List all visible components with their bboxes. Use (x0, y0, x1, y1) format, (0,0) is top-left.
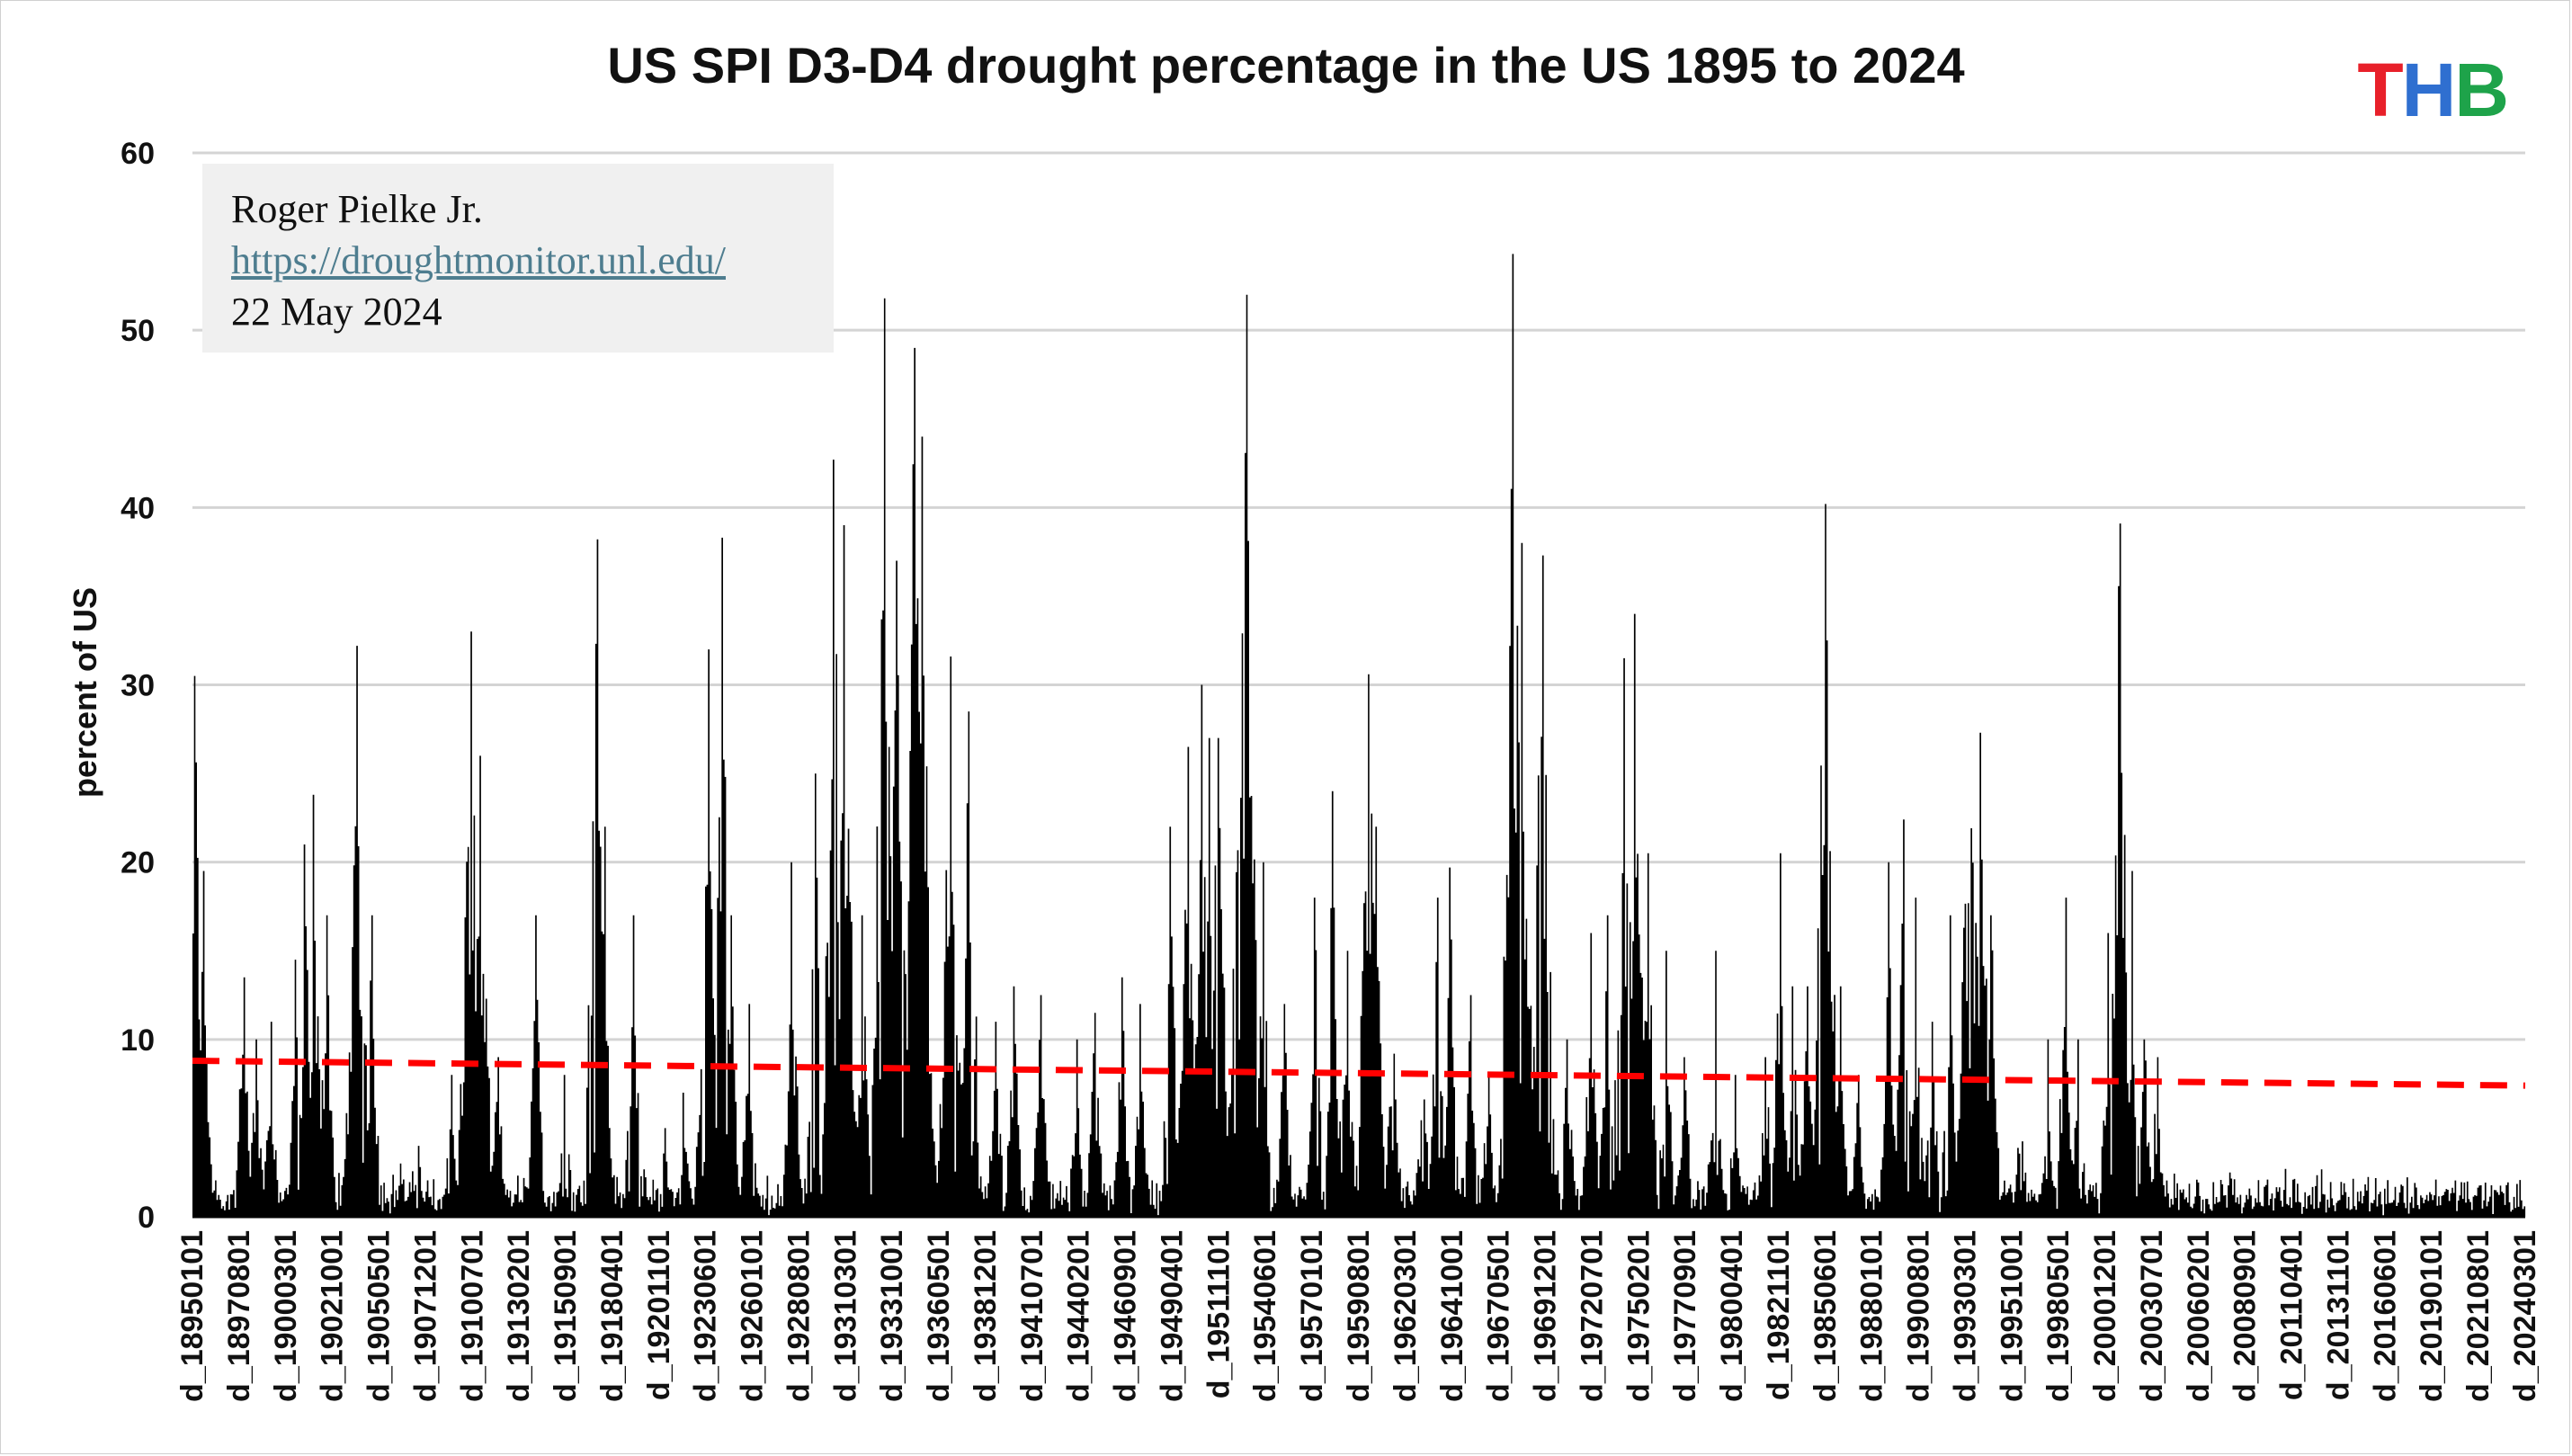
x-tick-label: d_19540601 (1248, 1230, 1282, 1402)
logo-letter-b: B (2454, 48, 2509, 132)
x-tick-label: d_20240301 (2508, 1230, 2542, 1402)
x-tick-label: d_19071201 (408, 1230, 442, 1402)
x-tick-label: d_19150901 (549, 1230, 583, 1402)
logo-letter-t: T (2357, 48, 2403, 132)
x-tick-label: d_19021001 (316, 1230, 350, 1402)
trend-line (192, 1057, 2526, 1089)
x-tick-label: d_19850601 (1808, 1230, 1843, 1402)
y-tick-label-10: 10 (121, 1023, 155, 1058)
x-tick-label: d_19201101 (642, 1230, 676, 1400)
x-tick-label: d_20060201 (2182, 1230, 2216, 1402)
logo-letter-h: H (2401, 48, 2457, 132)
x-tick-label: d_19460901 (1109, 1230, 1143, 1402)
x-tick-label: d_19570101 (1295, 1230, 1329, 1402)
trend-line-dashed (192, 1057, 2526, 1089)
x-tick-label: d_19410701 (1015, 1230, 1049, 1402)
y-tick-label-20: 20 (121, 846, 155, 880)
annotation-author: Roger Pielke Jr. (231, 187, 483, 231)
x-tick-label: d_19490401 (1156, 1230, 1190, 1402)
x-tick-label: d_20110401 (2275, 1230, 2309, 1400)
y-tick-labels: 0 10 20 30 40 50 60 (121, 137, 155, 1235)
x-tick-label: d_18950101 (175, 1230, 210, 1402)
x-tick-label: d_19670501 (1482, 1230, 1516, 1402)
x-tick-label: d_19900801 (1902, 1230, 1936, 1402)
x-tick-label: d_19951001 (1995, 1230, 2029, 1402)
x-tick-label: d_19230601 (689, 1230, 723, 1402)
y-tick-label-50: 50 (121, 314, 155, 348)
x-tick-label: d_20190101 (2415, 1230, 2449, 1402)
x-tick-label: d_20131101 (2322, 1230, 2356, 1400)
x-tick-label: d_19180401 (595, 1230, 630, 1402)
x-tick-label: d_19050501 (362, 1230, 397, 1402)
x-tick-label: d_19691201 (1529, 1230, 1563, 1402)
x-tick-label: d_19800401 (1715, 1230, 1749, 1402)
thb-logo: THB (2357, 52, 2509, 128)
annotation-link[interactable]: https://droughtmonitor.unl.edu/ (231, 238, 726, 282)
y-tick-label-40: 40 (121, 491, 155, 525)
x-tick-label: d_19000301 (269, 1230, 303, 1402)
x-tick-label: d_19100701 (455, 1230, 489, 1402)
x-tick-label: d_20160601 (2368, 1230, 2402, 1402)
annotation-box: Roger Pielke Jr. https://droughtmonitor.… (202, 164, 834, 353)
x-tick-label: d_19260101 (736, 1230, 770, 1402)
annotation-date: 22 May 2024 (231, 290, 442, 334)
y-tick-label-60: 60 (121, 137, 155, 171)
x-tick-label: d_19511101 (1201, 1230, 1236, 1398)
x-tick-label: d_19880101 (1855, 1230, 1889, 1402)
x-tick-label: d_19750201 (1621, 1230, 1656, 1402)
x-tick-label: d_19641001 (1435, 1230, 1469, 1402)
x-tick-label: d_19930301 (1948, 1230, 1982, 1402)
x-tick-label: d_19130201 (502, 1230, 536, 1402)
x-tick-label: d_19770901 (1668, 1230, 1702, 1402)
x-tick-label: d_19280801 (781, 1230, 816, 1402)
x-tick-label: d_20001201 (2088, 1230, 2122, 1402)
x-tick-label: d_19331001 (875, 1230, 909, 1402)
x-tick-label: d_20030701 (2135, 1230, 2169, 1402)
x-tick-label: d_19720701 (1575, 1230, 1609, 1402)
x-tick-label: d_19360501 (922, 1230, 956, 1402)
y-tick-label-30: 30 (121, 669, 155, 703)
y-tick-label-0: 0 (138, 1201, 155, 1235)
x-tick-label: d_19590801 (1342, 1230, 1376, 1402)
x-tick-label: d_20080901 (2228, 1230, 2263, 1402)
x-tick-label: d_19620301 (1389, 1230, 1423, 1402)
x-tick-label: d_19980501 (2041, 1230, 2076, 1402)
x-tick-labels: d_18950101 d_18970801 d_19000301 d_19021001… (175, 1230, 2542, 1402)
x-tick-label: d_19310301 (828, 1230, 862, 1402)
x-tick-label: d_19440201 (1062, 1230, 1096, 1402)
x-tick-label: d_20210801 (2461, 1230, 2496, 1402)
chart-title: US SPI D3-D4 drought percentage in the U… (607, 37, 1965, 94)
x-tick-label: d_19381201 (969, 1230, 1003, 1402)
x-tick-label: d_18970801 (222, 1230, 256, 1402)
x-tick-label: d_19821101 (1762, 1230, 1796, 1400)
